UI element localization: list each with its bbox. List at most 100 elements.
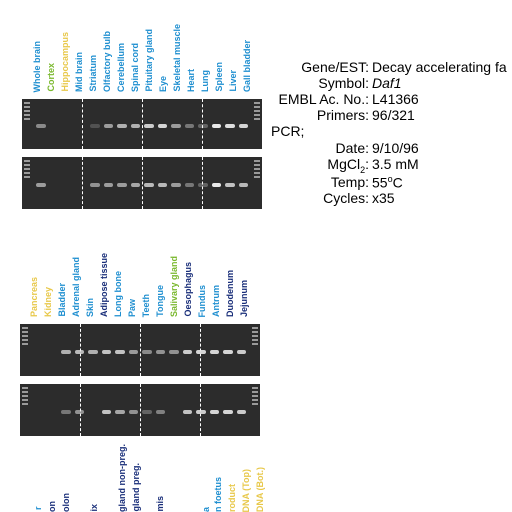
- ladder-band: [22, 335, 28, 337]
- lane-label: olon: [61, 493, 71, 512]
- ladder-band: [254, 110, 260, 112]
- date-key: Date:: [335, 140, 369, 156]
- ladder-band: [22, 395, 28, 397]
- lane-separator: [202, 99, 203, 149]
- gel-band: [142, 350, 152, 354]
- gel-band: [157, 183, 167, 187]
- ladder-band: [254, 102, 260, 104]
- symbol-value: Daf1: [372, 75, 402, 91]
- ladder-band: [252, 387, 258, 389]
- lane-label: Fundus: [197, 284, 207, 318]
- gel-band: [115, 350, 125, 354]
- ladder-band: [24, 160, 30, 162]
- lane-label: Tongue: [155, 285, 165, 317]
- temp-key: Temp:: [330, 174, 369, 190]
- lane-label: Pituitary gland: [144, 29, 154, 92]
- ladder-band: [252, 395, 258, 397]
- mgcl-key-sub: 2: [360, 164, 366, 175]
- primers-value: 96/321: [372, 107, 415, 123]
- cycles-value: x35: [372, 190, 395, 206]
- gel-band: [101, 350, 111, 354]
- ladder-band: [252, 339, 258, 341]
- lane-label: Skeletal muscle: [172, 24, 182, 92]
- lane-label: mis: [155, 496, 165, 512]
- lane-label: Whole brain: [32, 40, 42, 93]
- lane-label: r: [33, 506, 43, 510]
- lane-label: Pancreas: [29, 276, 39, 317]
- embl-key: EMBL Ac. No.:: [278, 91, 369, 107]
- gel-band: [90, 124, 100, 128]
- gel-band: [225, 124, 235, 128]
- gene-value: Decay accelerating fa: [372, 59, 507, 75]
- gel-band: [171, 183, 181, 187]
- mgcl-key-end: :: [365, 156, 369, 172]
- gel-band: [103, 124, 113, 128]
- lane-label: Kidney: [43, 286, 53, 317]
- ladder-band: [254, 164, 260, 166]
- gel-band: [196, 410, 206, 414]
- lane-label: on: [47, 501, 57, 512]
- temp-value-end: C: [392, 174, 403, 191]
- ladder-band: [252, 343, 258, 345]
- gel-band: [117, 124, 127, 128]
- gel-band: [144, 183, 154, 187]
- lane-label: Cortex: [46, 63, 56, 92]
- ladder-band: [24, 110, 30, 112]
- ladder-band: [252, 403, 258, 405]
- gel-band: [117, 183, 127, 187]
- lane-label: Duodenum: [225, 270, 235, 317]
- gel-band: [198, 124, 208, 128]
- gel-band: [36, 124, 46, 128]
- gel-band: [101, 410, 111, 414]
- ladder-band: [22, 327, 28, 329]
- lane-label: gland non-preg.: [117, 444, 127, 512]
- mgcl-value: 3.5 mM: [372, 156, 419, 172]
- ladder-band: [24, 106, 30, 108]
- gel-band: [209, 410, 219, 414]
- gel-band: [74, 350, 84, 354]
- lane-label: DNA (Top): [241, 468, 251, 512]
- lane-label: Adipose tissue: [99, 252, 109, 317]
- gel-band: [236, 410, 246, 414]
- gel-band: [223, 350, 233, 354]
- ladder-band: [254, 172, 260, 174]
- ladder-band: [22, 391, 28, 393]
- lane-separator: [140, 384, 141, 436]
- ladder-band: [254, 160, 260, 162]
- gel-band: [61, 410, 71, 414]
- symbol-key: Symbol:: [318, 75, 369, 91]
- lane-label: Striatum: [88, 55, 98, 92]
- mgcl-key-main: MgCl: [327, 156, 361, 172]
- lane-separator: [82, 157, 83, 209]
- ladder-band: [252, 335, 258, 337]
- ladder-band: [22, 339, 28, 341]
- ladder-band: [22, 343, 28, 345]
- lane-separator: [140, 324, 141, 376]
- pcr-label: PCR;: [271, 123, 305, 139]
- gel-band: [88, 350, 98, 354]
- lane-label: Hippocampus: [60, 32, 70, 92]
- lane-separator: [202, 157, 203, 209]
- gel-band: [142, 410, 152, 414]
- lane-label: Paw: [127, 298, 137, 317]
- ladder-band: [24, 176, 30, 178]
- gel-band: [155, 350, 165, 354]
- mgcl-key: MgCl2:: [209, 156, 369, 175]
- gel-band: [198, 183, 208, 187]
- lane-label: Antrum: [211, 285, 221, 317]
- ladder-band: [252, 331, 258, 333]
- gel-band: [182, 350, 192, 354]
- ladder-band: [22, 387, 28, 389]
- gel-band: [184, 183, 194, 187]
- date-value: 9/10/96: [372, 140, 419, 156]
- ladder-band: [24, 114, 30, 116]
- gel-band: [130, 183, 140, 187]
- temp-value-main: 55: [372, 174, 388, 191]
- lane-separator: [142, 157, 143, 209]
- ladder-band: [24, 102, 30, 104]
- gel-band: [209, 350, 219, 354]
- gel-band: [103, 183, 113, 187]
- gel-band: [182, 410, 192, 414]
- lane-label: Salivary gland: [169, 255, 179, 317]
- lane-label: n foetus: [213, 477, 223, 512]
